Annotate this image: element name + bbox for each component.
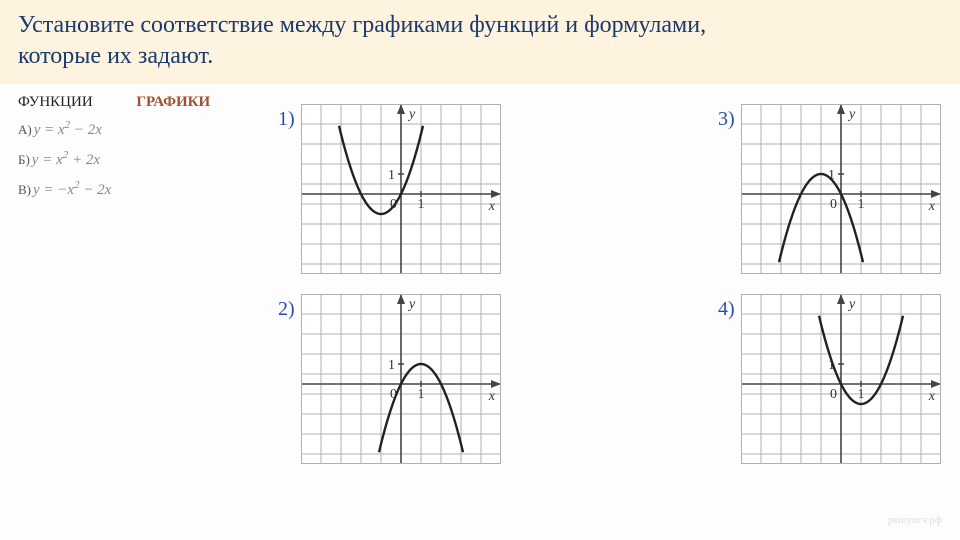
graph-plot: yx011 [741,294,941,464]
graph-plot: yx011 [741,104,941,274]
svg-text:1: 1 [417,387,424,402]
graph-number: 4) [718,298,735,321]
formula-label: А) [18,122,32,137]
graphs-title: ГРАФИКИ [136,94,210,111]
formula-row: Б)y = x2 + 2x [18,149,278,169]
formula-expression: y = x2 − 2x [34,122,102,138]
graphs-area: 1)yx0112)yx0113)yx0114)yx011 [278,94,942,209]
header-line1: Установите соответствие между графиками … [18,12,706,38]
graph-number: 3) [718,108,735,131]
svg-text:x: x [927,389,935,404]
svg-text:0: 0 [830,197,837,212]
svg-text:y: y [847,297,856,312]
formula-label: Б) [18,152,30,167]
graph-block: 2)yx011 [278,294,501,464]
graph-plot: yx011 [301,294,501,464]
svg-text:y: y [847,107,856,122]
formula-label: В) [18,182,31,197]
formula-row: В)y = −x2 − 2x [18,179,278,199]
content: ФУНКЦИИ ГРАФИКИ А)y = x2 − 2x Б)y = x2 + … [0,84,960,219]
svg-text:y: y [407,107,416,122]
graph-number: 2) [278,298,295,321]
svg-text:1: 1 [417,197,424,212]
svg-text:x: x [487,389,495,404]
task-header: Установите соответствие между графиками … [0,0,960,84]
formula-row: А)y = x2 − 2x [18,119,278,139]
graph-block: 1)yx011 [278,104,501,274]
formula-expression: y = −x2 − 2x [33,182,111,198]
graph-block: 4)yx011 [718,294,941,464]
svg-text:1: 1 [388,358,395,373]
graph-plot: yx011 [301,104,501,274]
formulas-column: ФУНКЦИИ ГРАФИКИ А)y = x2 − 2x Б)y = x2 + … [18,94,278,209]
svg-text:0: 0 [830,387,837,402]
svg-text:x: x [927,199,935,214]
svg-text:x: x [487,199,495,214]
graph-number: 1) [278,108,295,131]
graph-block: 3)yx011 [718,104,941,274]
functions-title: ФУНКЦИИ [18,94,93,110]
svg-text:1: 1 [857,197,864,212]
formula-expression: y = x2 + 2x [32,152,100,168]
svg-text:1: 1 [388,168,395,183]
watermark: решуогэ.рф [888,514,942,526]
header-line2: которые их задают. [18,43,213,69]
svg-text:y: y [407,297,416,312]
svg-text:1: 1 [857,387,864,402]
